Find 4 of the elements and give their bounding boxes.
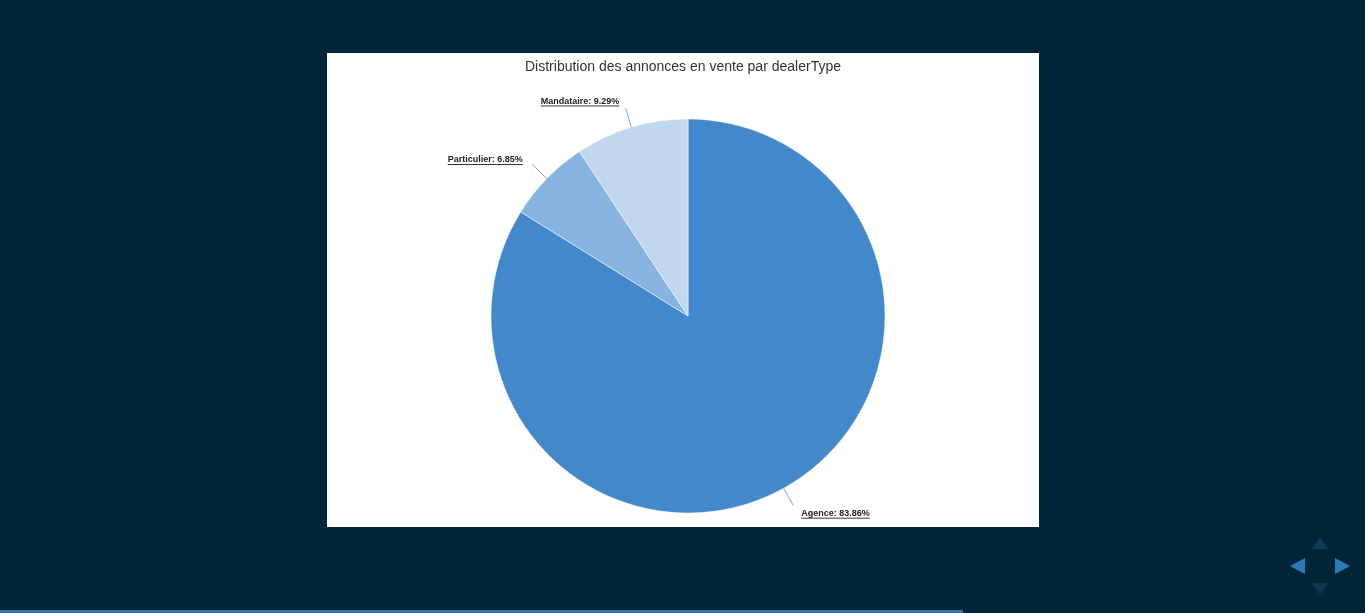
- slice-label: Agence: 83.86%: [801, 507, 870, 518]
- slice-label: Mandataire: 9.29%: [540, 95, 620, 106]
- slice-label: Particulier: 6.85%: [447, 154, 523, 165]
- chart-title: Distribution des annonces en vente par dealerType: [524, 58, 842, 74]
